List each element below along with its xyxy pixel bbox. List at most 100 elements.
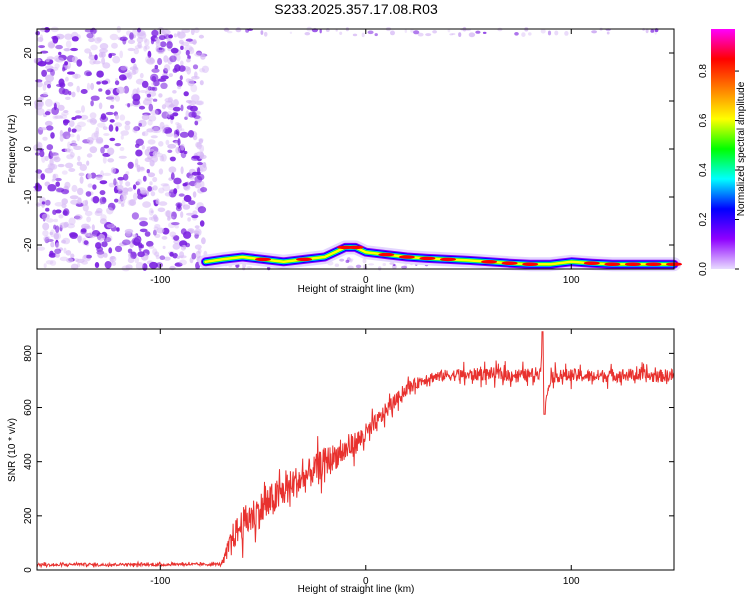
noise-blob bbox=[180, 104, 184, 112]
noise-blob bbox=[64, 61, 68, 66]
noise-blob bbox=[116, 227, 120, 232]
noise-blob bbox=[99, 196, 107, 205]
colorbar-tick-label: 0.4 bbox=[698, 163, 709, 177]
signal-peak bbox=[522, 262, 539, 267]
noise-blob bbox=[68, 148, 73, 154]
noise-blob bbox=[125, 181, 131, 187]
noise-blob bbox=[158, 168, 164, 175]
signal-peak bbox=[501, 261, 518, 266]
noise-blob bbox=[227, 30, 233, 34]
noise-blob bbox=[48, 252, 57, 258]
noise-blob bbox=[162, 245, 166, 250]
noise-blob bbox=[89, 234, 97, 238]
noise-blob bbox=[191, 111, 197, 118]
noise-blob bbox=[178, 65, 186, 72]
noise-blob bbox=[133, 125, 139, 134]
noise-blob bbox=[172, 90, 177, 94]
noise-blob bbox=[96, 81, 101, 85]
noise-blob bbox=[148, 103, 154, 112]
noise-blob bbox=[180, 60, 184, 66]
noise-blob bbox=[161, 153, 167, 162]
noise-blob bbox=[185, 38, 193, 42]
noise-blob bbox=[319, 28, 322, 34]
noise-blob bbox=[84, 48, 91, 54]
noise-blob bbox=[42, 222, 50, 231]
noise-blob bbox=[45, 238, 54, 242]
noise-blob bbox=[51, 156, 58, 161]
signal-peak bbox=[645, 262, 662, 267]
noise-blob bbox=[177, 138, 181, 146]
noise-blob bbox=[61, 198, 68, 205]
noise-blob bbox=[53, 156, 61, 163]
noise-blob bbox=[131, 212, 139, 220]
noise-blob bbox=[404, 263, 408, 269]
noise-blob bbox=[64, 181, 71, 189]
noise-blob bbox=[64, 148, 71, 153]
noise-blob bbox=[105, 89, 111, 96]
noise-blob bbox=[144, 157, 152, 162]
colorbar-tick-label: 0.8 bbox=[698, 64, 709, 78]
signal-peak bbox=[440, 257, 456, 262]
noise-blob bbox=[171, 222, 180, 226]
noise-blob bbox=[142, 175, 147, 182]
noise-blob bbox=[83, 240, 89, 246]
noise-blob bbox=[112, 55, 121, 64]
noise-blob bbox=[147, 86, 152, 91]
colorbar-label: Normalized spectral amplitude bbox=[736, 81, 747, 216]
signal-peak bbox=[481, 260, 498, 264]
noise-blob bbox=[43, 235, 51, 242]
noise-blob bbox=[55, 177, 62, 182]
noise-blob bbox=[133, 192, 138, 201]
noise-blob bbox=[90, 95, 100, 101]
noise-blob bbox=[86, 82, 91, 91]
noise-blob bbox=[45, 207, 50, 212]
noise-blob bbox=[156, 152, 164, 158]
noise-blob bbox=[141, 80, 149, 88]
noise-blob bbox=[55, 242, 60, 248]
noise-blob bbox=[135, 262, 144, 270]
noise-blob bbox=[70, 152, 75, 158]
noise-blob bbox=[55, 33, 65, 40]
noise-blob bbox=[169, 156, 176, 162]
noise-blob bbox=[169, 114, 174, 120]
noise-blob bbox=[121, 193, 127, 201]
noise-blob bbox=[136, 164, 141, 173]
noise-blob bbox=[191, 75, 200, 80]
noise-blob bbox=[41, 201, 46, 205]
noise-blob bbox=[94, 262, 100, 268]
noise-blob bbox=[167, 143, 177, 149]
noise-blob bbox=[122, 239, 131, 246]
noise-blob bbox=[173, 33, 178, 38]
noise-blob bbox=[50, 151, 55, 158]
noise-blob bbox=[650, 29, 655, 33]
noise-blob bbox=[53, 102, 57, 111]
noise-blob bbox=[154, 224, 161, 229]
noise-blob bbox=[150, 38, 155, 45]
noise-blob bbox=[263, 31, 268, 37]
noise-blob bbox=[151, 75, 157, 82]
noise-blob bbox=[163, 64, 171, 72]
noise-blob bbox=[199, 144, 205, 153]
noise-blob bbox=[119, 74, 127, 81]
noise-blob bbox=[154, 251, 160, 257]
noise-blob bbox=[45, 98, 53, 107]
noise-blob bbox=[194, 100, 203, 106]
noise-blob bbox=[64, 33, 73, 40]
noise-blob bbox=[185, 110, 190, 118]
noise-blob bbox=[46, 144, 54, 151]
noise-blob bbox=[151, 82, 155, 86]
noise-blob bbox=[124, 120, 131, 126]
noise-blob bbox=[173, 134, 178, 139]
noise-blob bbox=[55, 44, 63, 50]
noise-blob bbox=[76, 161, 83, 166]
snr-y-ticks: 0 200 400 600 800 bbox=[23, 345, 674, 573]
noise-blob bbox=[144, 45, 150, 50]
noise-blob bbox=[150, 109, 159, 116]
noise-blob bbox=[138, 105, 146, 110]
noise-blob bbox=[146, 169, 150, 174]
spectrogram-y-tick-label: -20 bbox=[23, 237, 34, 252]
noise-blob bbox=[92, 184, 97, 190]
noise-blob bbox=[181, 28, 191, 33]
noise-blob bbox=[145, 56, 152, 64]
